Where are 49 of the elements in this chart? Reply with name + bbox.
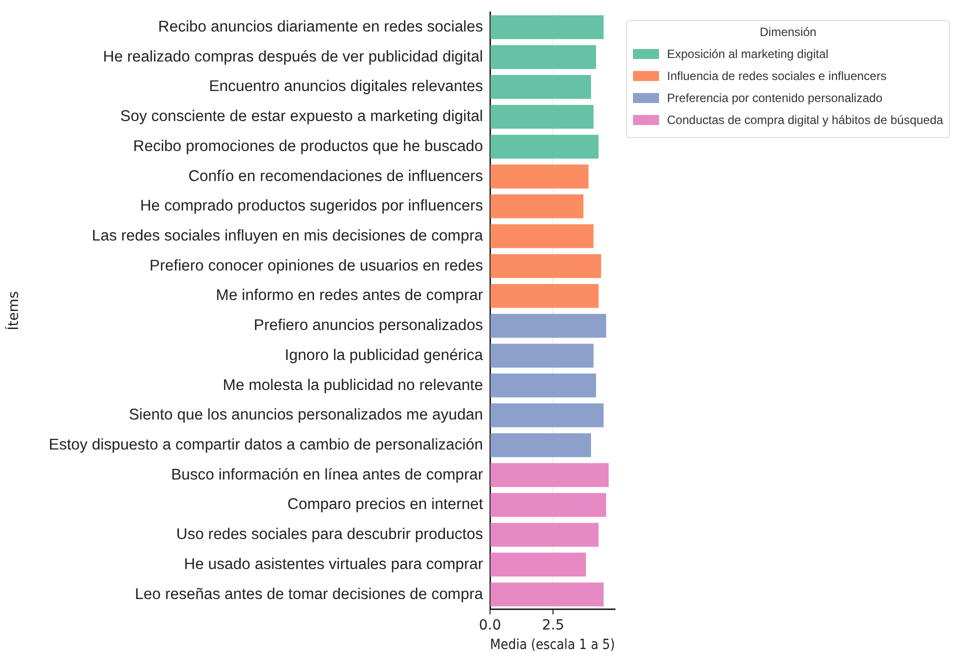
legend-label: Preferencia por contenido personalizado xyxy=(667,91,882,105)
legend-label: Conductas de compra digital y hábitos de búsqueda xyxy=(667,113,944,127)
y-tick-label: Recibo promociones de productos que he buscado xyxy=(133,138,483,155)
y-tick-label: Confío en recomendaciones de influencers xyxy=(188,168,484,185)
bar xyxy=(490,74,592,99)
bar xyxy=(490,522,599,547)
y-tick-label: Busco información en línea antes de comprar xyxy=(171,466,483,484)
y-tick-label: Prefiero anuncios personalizados xyxy=(254,317,484,334)
bar xyxy=(490,224,594,248)
y-tick-label: Comparo precios en internet xyxy=(287,496,484,514)
y-tick-label: He realizado compras después de ver publicidad digital xyxy=(103,48,483,66)
bar xyxy=(490,104,594,129)
legend-label: Influencia de redes sociales e influencers xyxy=(667,69,886,83)
x-tick-label: 0.0 xyxy=(478,617,502,634)
bar xyxy=(490,194,584,218)
bar xyxy=(490,374,596,398)
bar xyxy=(490,552,586,577)
y-tick-label: He comprado productos sugeridos por influencers xyxy=(140,198,484,215)
bar xyxy=(490,582,604,606)
y-axis-title: Ítems xyxy=(5,291,22,330)
bar xyxy=(490,433,592,458)
bar xyxy=(490,164,588,188)
bar xyxy=(490,254,602,278)
y-tick-label: Siento que los anuncios personalizados me ayudan xyxy=(128,406,483,424)
y-tick-label: Soy consciente de estar expuesto a marketing digital xyxy=(120,108,483,126)
y-tick-label: Recibo anuncios diariamente en redes sociales xyxy=(158,18,484,36)
bar xyxy=(490,15,604,40)
y-tick-label: Estoy dispuesto a compartir datos a cambio de personalización xyxy=(48,436,483,454)
bar xyxy=(490,314,606,338)
y-tick-label: He usado asistentes virtuales para comprar xyxy=(184,556,483,573)
bar xyxy=(490,344,594,368)
bar xyxy=(490,403,604,428)
bar xyxy=(490,45,596,70)
x-tick-label: 2.5 xyxy=(542,617,564,634)
bar xyxy=(490,492,606,517)
y-tick-label: Me informo en redes antes de comprar xyxy=(216,287,483,304)
y-tick-label: Encuentro anuncios digitales relevantes xyxy=(208,78,484,96)
bar xyxy=(490,134,599,159)
y-tick-label: Me molesta la publicidad no relevante xyxy=(222,376,483,394)
y-tick-label: Prefiero conocer opiniones de usuarios en redes xyxy=(150,257,484,274)
y-tick-label: Las redes sociales influyen en mis decisiones de compra xyxy=(92,227,484,244)
y-tick-label: Uso redes sociales para descubrir productos xyxy=(176,526,484,544)
legend-title: Dimensión xyxy=(758,25,818,39)
bar xyxy=(490,284,599,308)
y-tick-label: Ignoro la publicidad genérica xyxy=(284,346,484,364)
legend-label: Exposición al marketing digital xyxy=(667,47,828,61)
bar xyxy=(490,463,609,487)
y-tick-label: Leo reseñas antes de tomar decisiones de compra xyxy=(134,586,484,603)
x-axis-title: Media (escala 1 a 5) xyxy=(490,638,615,654)
